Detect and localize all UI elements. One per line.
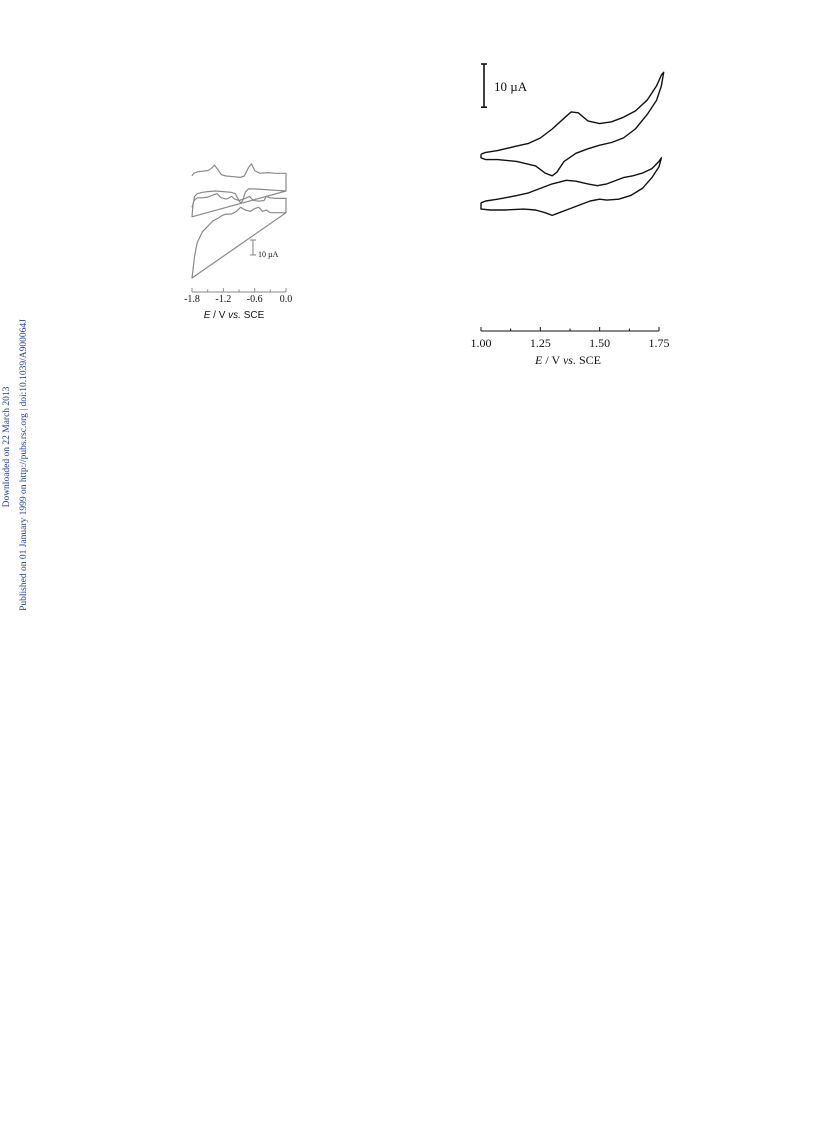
voltammogram-trace-2 (191, 193, 287, 279)
x-axis-label: E / V vs. SCE (534, 353, 601, 367)
x-tick-label: 1.75 (649, 336, 670, 350)
voltammogram-trace-1 (191, 163, 287, 218)
x-tick-label: 1.00 (471, 336, 492, 350)
voltammogram-trace-1 (480, 71, 665, 177)
x-tick-label: 1.25 (530, 336, 551, 350)
voltammogram-trace-2 (480, 157, 663, 217)
x-tick-label: 0.0 (280, 294, 293, 305)
x-tick-label: 1.50 (589, 336, 610, 350)
x-tick-label: -0.6 (247, 294, 263, 305)
x-tick-label: -1.2 (215, 294, 231, 305)
x-tick-label: -1.8 (184, 294, 200, 305)
x-axis-label: E / V vs. SCE (204, 310, 265, 321)
scale-bar-label: 10 µA (258, 250, 279, 259)
scale-bar-label: 10 µA (494, 79, 528, 94)
